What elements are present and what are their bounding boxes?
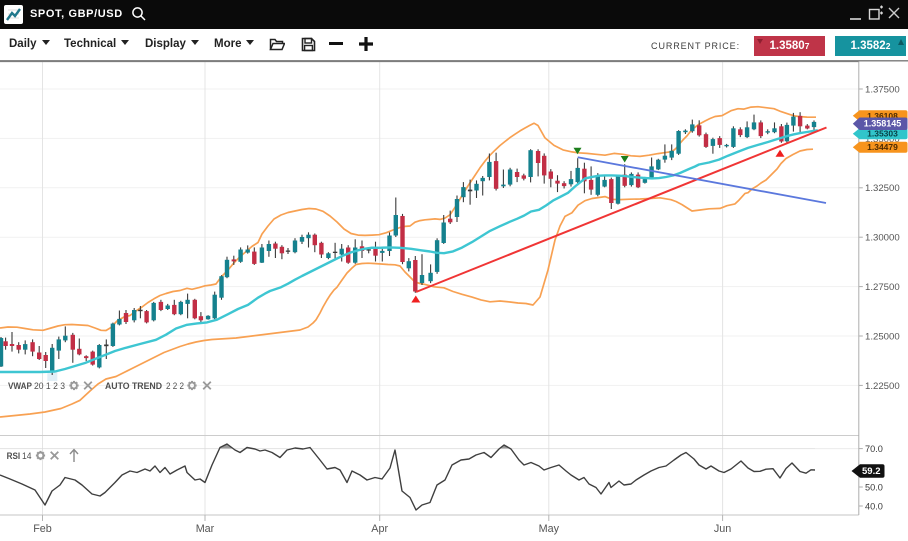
svg-text:14: 14 [22, 451, 32, 462]
svg-text:1.22500: 1.22500 [865, 381, 900, 392]
svg-text:1.36108: 1.36108 [867, 111, 898, 121]
svg-text:Jun: Jun [714, 523, 731, 535]
svg-text:Apr: Apr [371, 523, 388, 535]
svg-text:1.35303: 1.35303 [867, 129, 898, 139]
svg-text:2 2 2: 2 2 2 [166, 381, 184, 392]
svg-text:1.30000: 1.30000 [865, 233, 900, 244]
svg-text:May: May [539, 523, 560, 535]
svg-text:50.0: 50.0 [865, 482, 883, 492]
svg-text:70.0: 70.0 [865, 444, 883, 454]
svg-text:VWAP: VWAP [8, 381, 33, 392]
svg-text:1.37500: 1.37500 [865, 84, 900, 95]
svg-text:RSI: RSI [7, 451, 21, 462]
svg-text:1.35000: 1.35000 [865, 134, 900, 145]
svg-text:1.25000: 1.25000 [865, 331, 900, 342]
svg-text:1.34479: 1.34479 [867, 142, 898, 152]
svg-text:20 1 2 3: 20 1 2 3 [34, 381, 65, 392]
svg-text:1.27500: 1.27500 [865, 282, 900, 293]
svg-text:AUTO TREND: AUTO TREND [105, 381, 162, 392]
svg-text:40.0: 40.0 [865, 501, 883, 511]
svg-text:1.32500: 1.32500 [865, 183, 900, 194]
svg-text:1.358145: 1.358145 [864, 119, 902, 129]
svg-text:59.2: 59.2 [862, 466, 881, 477]
svg-text:Feb: Feb [33, 523, 52, 535]
svg-text:Mar: Mar [196, 523, 215, 535]
